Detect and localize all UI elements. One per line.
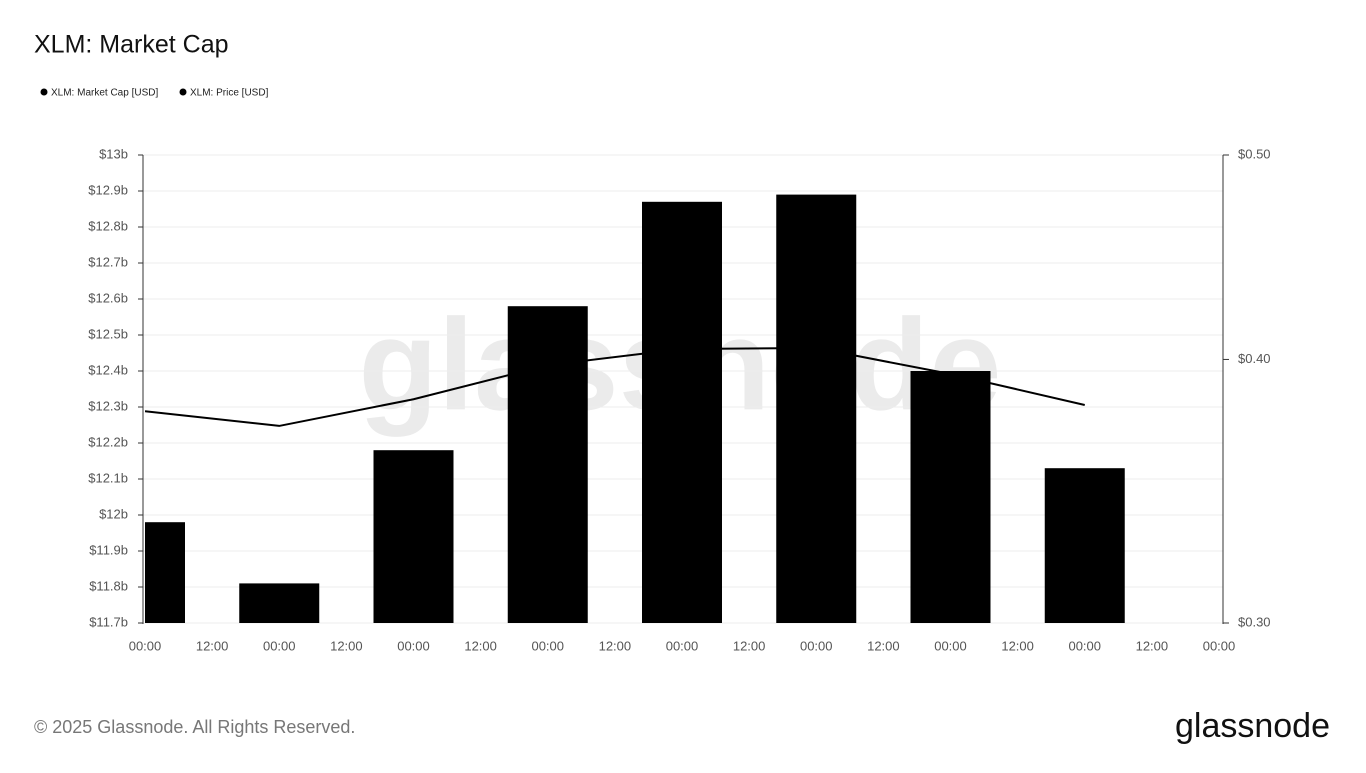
bar [642,201,722,624]
y-tick-label: $12.4b [88,362,128,377]
y-tick-label: $12.9b [88,182,128,197]
legend-marker [40,88,48,96]
x-tick-label: 00:00 [1203,638,1236,653]
bar [239,583,320,623]
x-tick-label: 00:00 [531,638,564,653]
y-tick-label: $12.6b [88,290,128,305]
x-tick-label: 00:00 [934,638,967,653]
x-tick-label: 00:00 [666,638,699,653]
y-tick-label: $11.9b [89,542,128,557]
x-tick-label: 00:00 [800,638,833,653]
logo: glassnode [1175,707,1330,745]
legend-label: XLM: Price [USD] [190,88,269,99]
x-tick-label: 12:00 [733,638,766,653]
y-tick-label: $11.8b [89,578,128,593]
y-tick-label: $13b [99,146,128,161]
y-tick-label: $11.7b [89,614,128,629]
x-tick-label: 00:00 [397,638,430,653]
y-tick-label: $12.2b [88,434,128,449]
bar [776,194,857,623]
x-tick-label: 00:00 [263,638,296,653]
x-tick-label: 00:00 [129,638,162,653]
x-tick-label: 12:00 [330,638,363,653]
y2-tick-label: $0.30 [1238,614,1271,629]
y-tick-label: $12.7b [88,254,128,269]
x-tick-label: 12:00 [464,638,497,653]
x-tick-label: 12:00 [196,638,229,653]
price-line [145,347,1085,427]
bar [1044,468,1125,623]
plot [145,194,1125,624]
y-tick-label: $12.1b [88,470,128,485]
legend-label: XLM: Market Cap [USD] [51,88,158,99]
bar [910,371,991,623]
y-tick-label: $12b [99,506,128,521]
x-tick-label: 12:00 [867,638,900,653]
x-tick-label: 12:00 [1001,638,1034,653]
y-tick-label: $12.5b [88,326,128,341]
legend-marker [179,88,187,96]
y2-tick-label: $0.50 [1238,146,1271,161]
bar [507,306,588,623]
y-tick-label: $12.8b [88,218,128,233]
x-tick-label: 12:00 [1136,638,1169,653]
x-tick-label: 00:00 [1068,638,1101,653]
y2-tick-label: $0.40 [1238,351,1271,366]
x-tick-label: 12:00 [599,638,632,653]
chart-title: XLM: Market Cap [34,31,229,59]
bar [145,522,185,623]
bar [373,450,454,623]
y-tick-label: $12.3b [88,398,128,413]
copyright: © 2025 Glassnode. All Rights Reserved. [34,717,355,737]
